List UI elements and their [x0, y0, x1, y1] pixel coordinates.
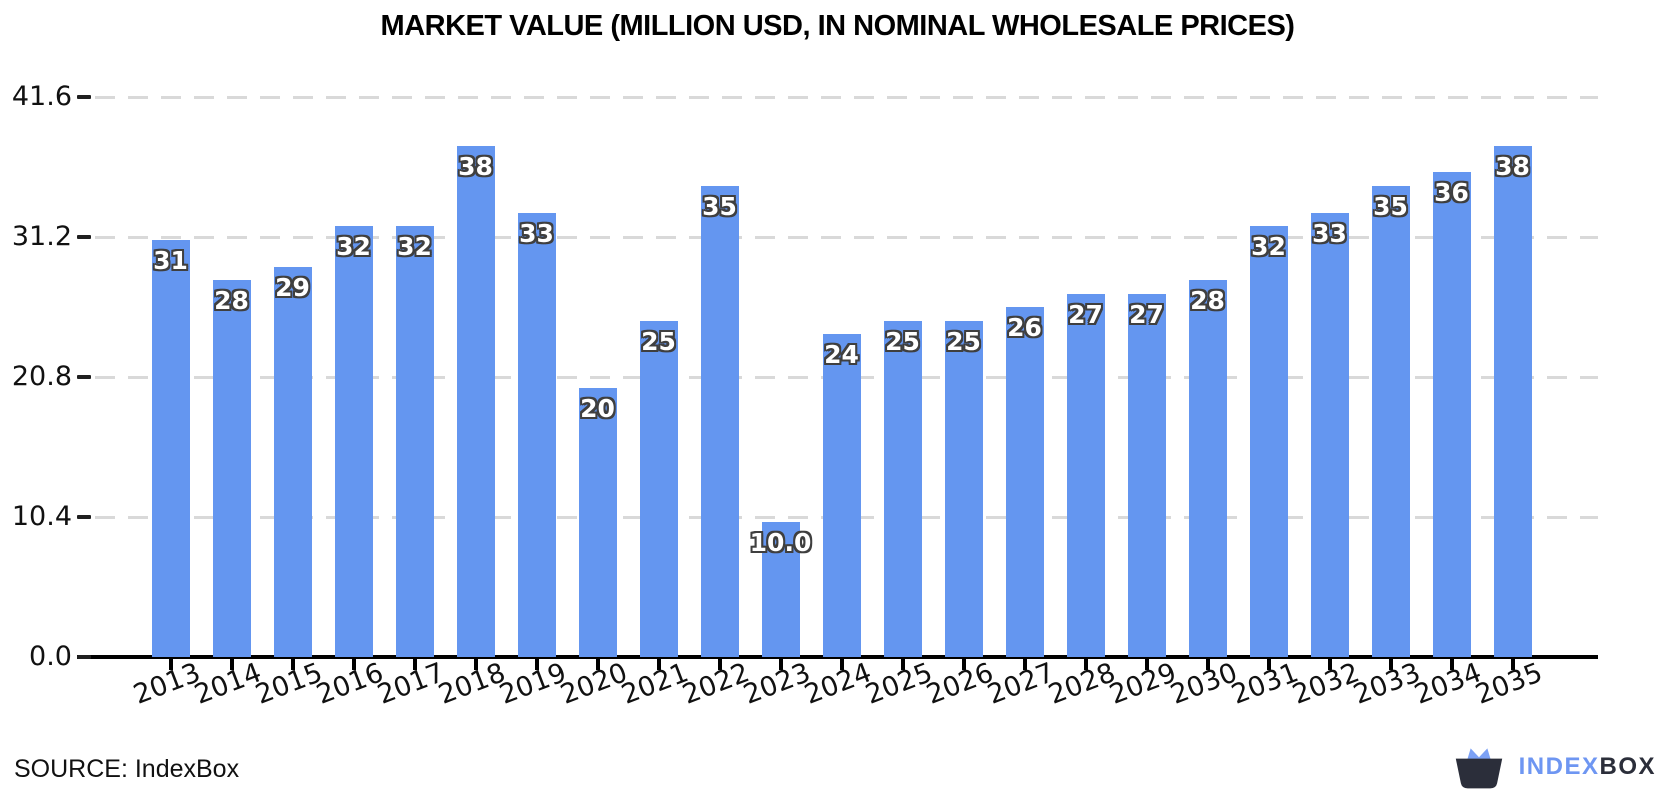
bar-2020 — [578, 387, 617, 657]
x-tick-mark — [168, 659, 173, 670]
x-tick-mark — [1144, 659, 1149, 670]
bar-value-label: 24 — [824, 339, 859, 369]
bar-value-label: 32 — [397, 232, 432, 262]
bar-value-label: 25 — [885, 326, 920, 356]
y-tick-mark — [77, 95, 91, 100]
logo-text: INDEXBOX — [1519, 753, 1656, 781]
x-tick-mark — [534, 659, 539, 670]
bar-2028 — [1066, 293, 1105, 657]
bar-2024 — [822, 333, 861, 657]
x-tick-mark — [1205, 659, 1210, 670]
bar-2015 — [273, 266, 312, 657]
gridline — [95, 95, 1598, 99]
bar-2035 — [1493, 145, 1532, 657]
bar-value-label: 33 — [519, 218, 554, 248]
bar-2029 — [1127, 293, 1166, 657]
bar-value-label: 20 — [580, 393, 615, 423]
y-tick-label: 0.0 — [29, 641, 72, 672]
y-tick-mark — [77, 235, 91, 240]
y-tick-mark — [77, 515, 91, 520]
x-tick-mark — [961, 659, 966, 670]
x-tick-mark — [229, 659, 234, 670]
bar-value-label: 31 — [153, 245, 188, 275]
x-tick-mark — [1083, 659, 1088, 670]
y-tick-mark — [77, 655, 91, 659]
bar-2018 — [456, 145, 495, 657]
y-tick-mark — [77, 375, 91, 380]
bar-value-label: 25 — [641, 326, 676, 356]
bar-2034 — [1432, 172, 1471, 657]
y-tick-label: 10.4 — [11, 501, 72, 533]
bar-value-label: 33 — [1312, 218, 1347, 248]
indexbox-logo-icon — [1455, 748, 1502, 789]
bar-2022 — [700, 185, 739, 657]
x-tick-mark — [290, 659, 295, 670]
bar-2025 — [883, 320, 922, 657]
bar-2031 — [1249, 226, 1288, 657]
bar-value-label: 35 — [702, 191, 737, 221]
bar-2014 — [212, 280, 251, 657]
y-tick-label: 20.8 — [11, 361, 72, 393]
x-tick-mark — [1266, 659, 1271, 670]
x-tick-mark — [1388, 659, 1393, 670]
x-tick-mark — [351, 659, 356, 670]
bar-value-label: 26 — [1007, 313, 1042, 343]
x-tick-mark — [1327, 659, 1332, 670]
bar-value-label: 25 — [946, 326, 981, 356]
bar-2026 — [944, 320, 983, 657]
bar-value-label: 28 — [1190, 286, 1225, 316]
bar-2027 — [1005, 307, 1044, 657]
logo-text-secondary: BOX — [1599, 753, 1656, 780]
bar-2017 — [395, 226, 434, 657]
gridline — [95, 235, 1598, 239]
source-label: SOURCE: IndexBox — [14, 755, 240, 783]
bar-value-label: 35 — [1373, 191, 1408, 221]
bar-2019 — [517, 212, 556, 657]
x-tick-mark — [1022, 659, 1027, 670]
bar-2030 — [1188, 280, 1227, 657]
bar-value-label: 38 — [1495, 151, 1530, 181]
bar-value-label: 36 — [1434, 178, 1469, 208]
x-tick-mark — [595, 659, 600, 670]
y-tick-label: 41.6 — [11, 81, 72, 113]
logo-text-primary: INDEX — [1518, 753, 1600, 780]
bar-2016 — [334, 226, 373, 657]
x-tick-mark — [778, 659, 783, 670]
x-tick-mark — [839, 659, 844, 670]
x-tick-mark — [717, 659, 722, 670]
bar-value-label: 28 — [214, 286, 249, 316]
bar-value-label: 27 — [1129, 299, 1164, 329]
x-tick-mark — [473, 659, 478, 670]
chart-title: MARKET VALUE (MILLION USD, IN NOMINAL WH… — [380, 10, 1295, 42]
bar-value-label: 10.0 — [749, 528, 812, 558]
bar-value-label: 32 — [336, 232, 371, 262]
x-tick-mark — [1449, 659, 1454, 670]
x-tick-mark — [1510, 659, 1515, 670]
bar-value-label: 27 — [1068, 299, 1103, 329]
x-tick-mark — [656, 659, 661, 670]
indexbox-logo: INDEXBOX — [1453, 744, 1656, 790]
bar-2023 — [761, 522, 800, 657]
x-tick-label: 2035 — [1470, 657, 1547, 711]
x-axis-line — [77, 655, 1598, 659]
bar-value-label: 32 — [1251, 232, 1286, 262]
bar-value-label: 38 — [458, 151, 493, 181]
bar-2032 — [1310, 212, 1349, 657]
y-tick-label: 31.2 — [11, 221, 72, 253]
bar-value-label: 29 — [275, 272, 310, 302]
bar-2033 — [1371, 185, 1410, 657]
x-tick-mark — [900, 659, 905, 670]
bar-2013 — [151, 239, 190, 657]
x-tick-mark — [412, 659, 417, 670]
bar-2021 — [639, 320, 678, 657]
